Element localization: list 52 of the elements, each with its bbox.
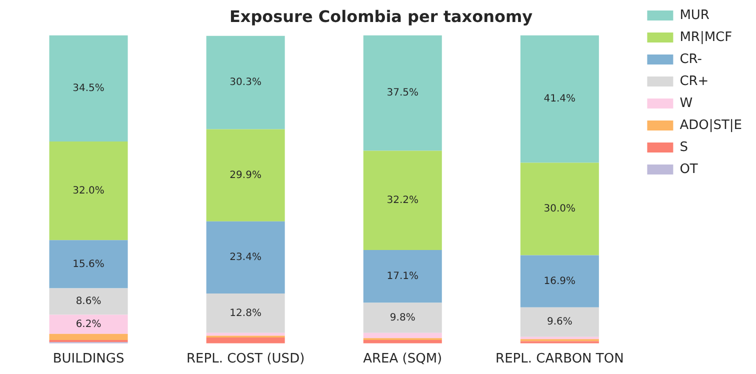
bar [206, 221, 285, 294]
data-label: 17.1% [386, 270, 419, 282]
data-label: 30.3% [230, 77, 262, 88]
x-tick-label: AREA (SQM) [363, 352, 442, 367]
bar [520, 307, 599, 337]
bar [49, 314, 128, 334]
data-label: 23.4% [230, 252, 262, 264]
bar [520, 35, 599, 163]
data-label: 32.0% [72, 185, 104, 196]
bar [206, 129, 285, 222]
bar [363, 302, 442, 333]
bar [363, 35, 442, 151]
data-label: 8.6% [76, 296, 102, 308]
legend-label: ADO|ST|E [680, 118, 742, 133]
data-label: 29.9% [230, 170, 262, 181]
legend-label: CR- [680, 52, 702, 67]
data-label: 30.0% [544, 204, 576, 215]
data-label: 34.5% [72, 82, 104, 94]
data-label: 12.8% [230, 308, 262, 319]
bar [49, 35, 128, 142]
legend-label: OT [680, 162, 698, 177]
bar [49, 334, 128, 340]
legend-label: MUR [680, 8, 710, 23]
data-label: 41.4% [544, 94, 576, 105]
legend-label: W [680, 96, 693, 111]
chart-title: Exposure Colombia per taxonomy [229, 6, 534, 26]
bar [520, 162, 599, 256]
bar [206, 293, 285, 333]
data-label: 15.6% [72, 258, 104, 270]
bar [520, 255, 599, 308]
data-label: 37.5% [386, 88, 419, 99]
bar [520, 336, 599, 340]
data-label: 32.2% [386, 194, 419, 206]
bar [206, 338, 285, 344]
legend-label: S [680, 140, 688, 155]
bar [49, 142, 128, 240]
bar [206, 36, 285, 130]
data-label: 9.6% [546, 316, 572, 328]
bar [363, 332, 442, 338]
bar [363, 250, 442, 303]
data-label: 6.2% [76, 318, 102, 330]
x-tick-label: REPL. CARBON TON [496, 352, 624, 367]
bar [49, 240, 128, 288]
bar [363, 150, 442, 250]
legend-label: CR+ [680, 74, 709, 89]
x-tick-label: BUILDINGS [52, 352, 124, 367]
bar [49, 288, 128, 315]
x-tick-label: REPL. COST (USD) [186, 352, 305, 367]
data-label: 9.8% [390, 312, 416, 324]
data-label: 16.9% [544, 276, 576, 287]
legend-label: MR|MCF [680, 30, 732, 45]
bar [206, 332, 285, 336]
